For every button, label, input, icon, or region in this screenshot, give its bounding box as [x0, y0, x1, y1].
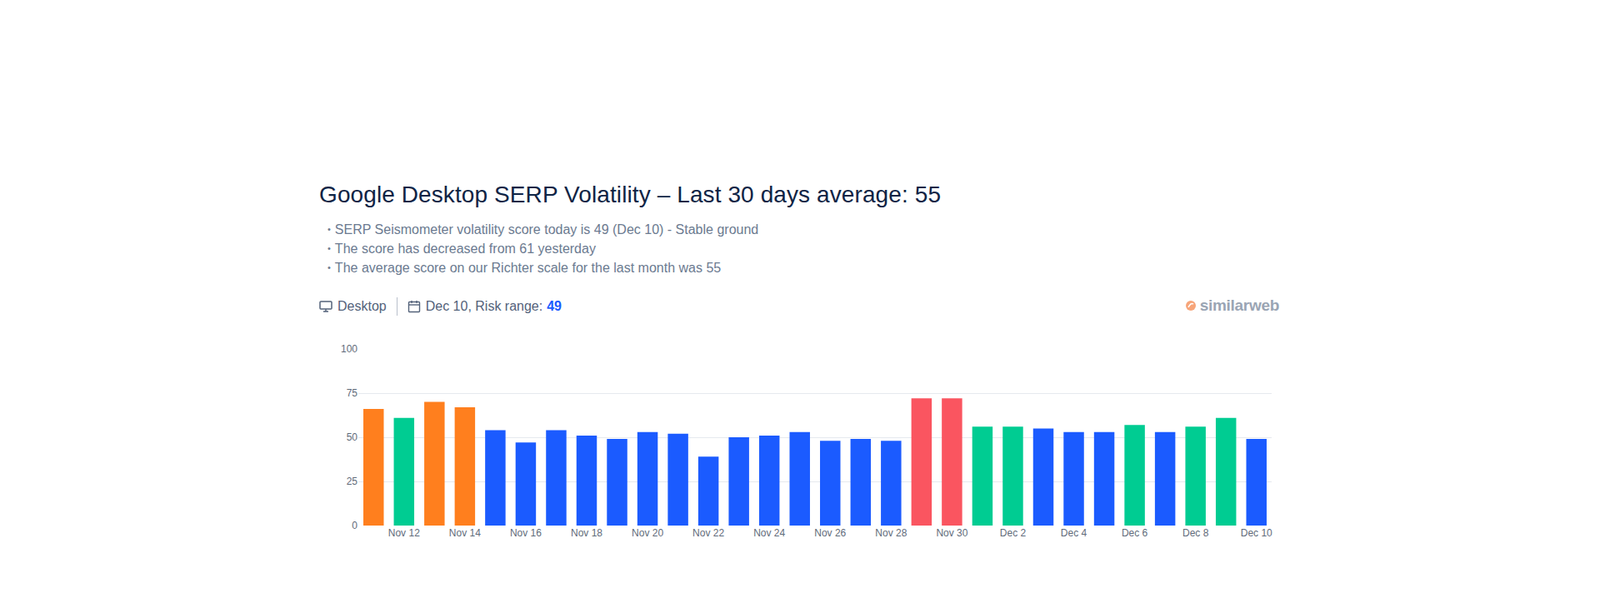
html-text:Desktop: Desktop [337, 299, 387, 314]
svg-text:Nov 14: Nov 14 [449, 527, 481, 540]
html-text:similarweb: similarweb [1199, 296, 1280, 315]
svg-text:Nov 20: Nov 20 [631, 527, 664, 540]
svg-text:25: 25 [346, 475, 359, 488]
svg-text:Dec 10: Dec 10 [1240, 527, 1273, 540]
html-text:The average score on our Richt: The average score on our Richter scale f… [334, 260, 721, 275]
svg-text:Nov 18: Nov 18 [570, 527, 603, 540]
svg-text:50: 50 [346, 431, 359, 444]
svg-text:Nov 24: Nov 24 [753, 527, 785, 540]
svg-text:75: 75 [346, 387, 359, 400]
svg-text:Dec 2: Dec 2 [1000, 527, 1027, 540]
html-text:Google Desktop SERP Volatility: Google Desktop SERP Volatility – Last 30… [319, 181, 941, 208]
svg-text:Nov 26: Nov 26 [814, 527, 846, 540]
html-text:SERP Seismometer volatility sc: SERP Seismometer volatility score today … [334, 222, 759, 237]
svg-text:Dec 8: Dec 8 [1182, 527, 1210, 540]
svg-text:Nov 16: Nov 16 [510, 527, 542, 540]
svg-text:Nov 30: Nov 30 [935, 527, 968, 540]
html-text:The score has decreased from 6: The score has decreased from 61 yesterda… [334, 241, 596, 256]
svg-text:Nov 12: Nov 12 [388, 527, 420, 540]
svg-text:0: 0 [351, 520, 358, 532]
svg-text:100: 100 [340, 343, 358, 355]
html-text:Dec 10, Risk range: 49: Dec 10, Risk range: 49 [425, 299, 562, 314]
svg-text:Dec 6: Dec 6 [1121, 527, 1149, 540]
svg-text:Nov 22: Nov 22 [692, 527, 725, 540]
svg-text:Dec 4: Dec 4 [1060, 527, 1088, 540]
svg-text:Nov 28: Nov 28 [875, 527, 907, 540]
